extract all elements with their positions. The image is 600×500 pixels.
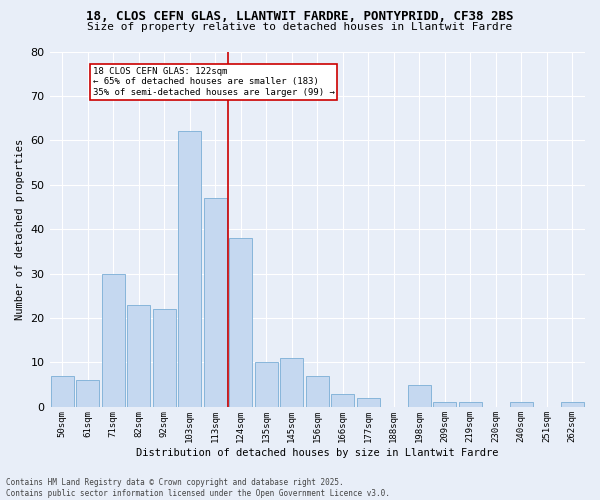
X-axis label: Distribution of detached houses by size in Llantwit Fardre: Distribution of detached houses by size … (136, 448, 499, 458)
Bar (408, 384, 431, 407)
Bar (76, 380, 99, 407)
Text: 18 CLOS CEFN GLAS: 122sqm
← 65% of detached houses are smaller (183)
35% of semi: 18 CLOS CEFN GLAS: 122sqm ← 65% of detac… (93, 67, 335, 97)
Bar (204, 198, 227, 407)
Bar (433, 402, 456, 407)
Bar (102, 274, 125, 407)
Y-axis label: Number of detached properties: Number of detached properties (15, 138, 25, 320)
Bar (357, 398, 380, 407)
Bar (153, 309, 176, 407)
Bar (178, 132, 201, 407)
Bar (306, 376, 329, 407)
Bar (255, 362, 278, 407)
Bar (127, 304, 150, 407)
Bar (459, 402, 482, 407)
Bar (510, 402, 533, 407)
Bar (229, 238, 252, 407)
Bar (561, 402, 584, 407)
Bar (51, 376, 74, 407)
Text: 18, CLOS CEFN GLAS, LLANTWIT FARDRE, PONTYPRIDD, CF38 2BS: 18, CLOS CEFN GLAS, LLANTWIT FARDRE, PON… (86, 10, 514, 23)
Bar (331, 394, 354, 407)
Bar (280, 358, 303, 407)
Text: Size of property relative to detached houses in Llantwit Fardre: Size of property relative to detached ho… (88, 22, 512, 32)
Text: Contains HM Land Registry data © Crown copyright and database right 2025.
Contai: Contains HM Land Registry data © Crown c… (6, 478, 390, 498)
